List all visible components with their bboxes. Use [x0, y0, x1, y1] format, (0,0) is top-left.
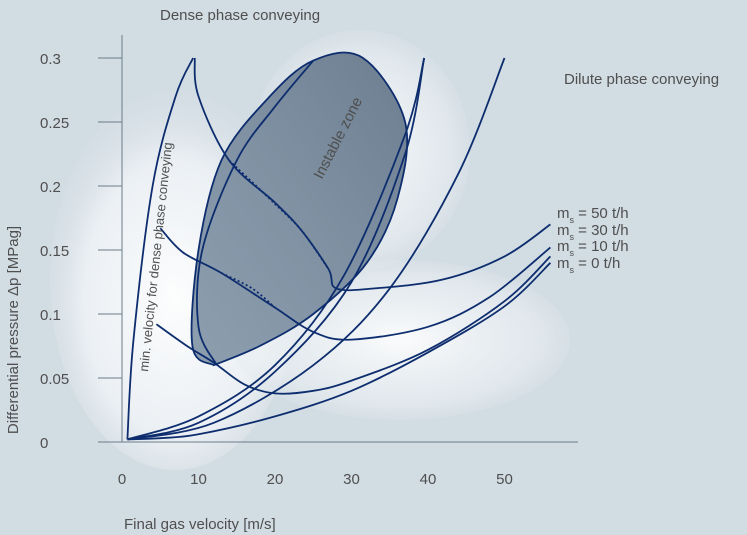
dilute-phase-label: Dilute phase conveying [564, 71, 719, 88]
series-curve-1 [159, 227, 551, 341]
y-tick-label: 0.05 [40, 371, 69, 388]
series-curve-2 [155, 255, 552, 395]
y-tick-label: 0.2 [40, 179, 61, 196]
series-labels: ms = 50 t/hms = 30 t/hms = 10 t/hms = 0 … [557, 205, 629, 275]
min-velocity-boundary [126, 57, 194, 440]
zone-curve-a [127, 57, 426, 441]
y-ticks: 0 0.05 0.1 0.15 0.2 0.25 0.3 [40, 51, 122, 452]
zone-curve-b [127, 57, 426, 441]
instable-zone [190, 51, 409, 367]
x-tick-label: 30 [343, 471, 360, 488]
y-tick-label: 0 [40, 435, 48, 452]
series-label-2: ms = 10 t/h [557, 238, 629, 258]
x-axis-title: Final gas velocity [m/s] [124, 516, 276, 533]
series-curve-3 [127, 262, 552, 441]
series-label-3: ms = 0 t/h [557, 255, 620, 275]
dense-phase-label: Dense phase conveying [160, 7, 320, 24]
y-tick-label: 0.25 [40, 115, 69, 132]
x-ticks: 0 10 20 30 40 50 [118, 471, 513, 488]
x-tick-label: 50 [496, 471, 513, 488]
zone-boundary-curves [126, 57, 506, 441]
x-tick-label: 20 [267, 471, 284, 488]
series-curves [127, 57, 552, 441]
x-tick-label: 10 [190, 471, 207, 488]
y-tick-label: 0.15 [40, 243, 69, 260]
x-tick-label: 0 [118, 471, 126, 488]
zone-curve-upper-left [196, 60, 314, 366]
y-axis-title: Differential pressure Δp [MPag] [5, 226, 22, 434]
series-curve-0 [193, 57, 551, 292]
series-label-0: ms = 50 t/h [557, 205, 629, 225]
x-tick-label: 40 [420, 471, 437, 488]
series-label-1: ms = 30 t/h [557, 222, 629, 242]
zone-curve-c [127, 57, 506, 441]
y-tick-label: 0.3 [40, 51, 61, 68]
y-tick-label: 0.1 [40, 307, 61, 324]
